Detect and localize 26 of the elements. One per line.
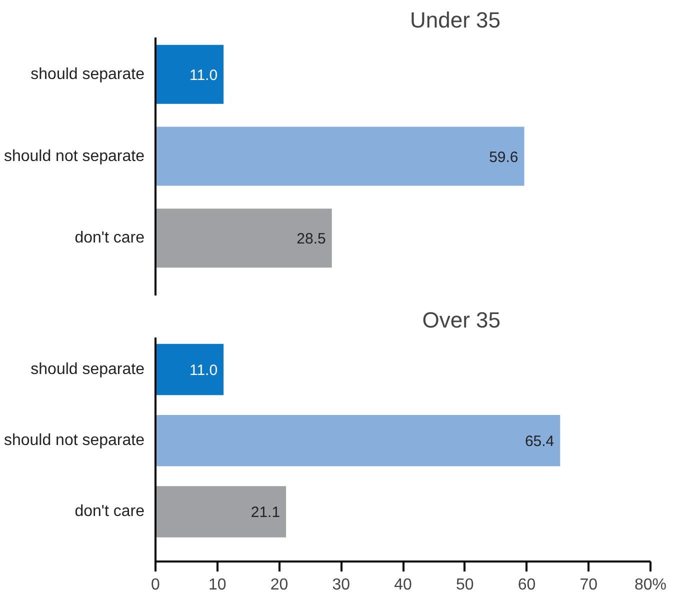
y-tick-label: should not separate bbox=[4, 432, 145, 450]
x-tick-label: 40 bbox=[394, 576, 412, 594]
x-tick-label: 70 bbox=[580, 576, 598, 594]
x-tick-label: 20 bbox=[270, 576, 288, 594]
chart-title: Over 35 bbox=[422, 308, 501, 332]
x-tick-label: 30 bbox=[332, 576, 350, 594]
x-tick-label: 60 bbox=[518, 576, 536, 594]
data-label: 21.1 bbox=[250, 504, 280, 522]
bar bbox=[156, 415, 560, 466]
data-label: 28.5 bbox=[296, 230, 326, 248]
x-tick-label: 10 bbox=[208, 576, 226, 594]
data-label: 11.0 bbox=[189, 362, 218, 379]
x-tick-label: 50 bbox=[456, 576, 474, 594]
y-tick-label: should separate bbox=[30, 361, 145, 378]
y-tick-label: should separate bbox=[30, 66, 145, 83]
x-tick-label: 80% bbox=[634, 576, 667, 594]
y-tick-label: should not separate bbox=[4, 148, 145, 165]
bar bbox=[156, 344, 224, 396]
data-label: 11.0 bbox=[189, 66, 218, 84]
bar bbox=[156, 486, 286, 538]
y-tick-label: don't care bbox=[74, 503, 145, 520]
data-label: 65.4 bbox=[524, 433, 554, 450]
y-tick-label: don't care bbox=[74, 230, 145, 247]
x-tick-label: 0 bbox=[151, 576, 160, 594]
chart-title: Under 35 bbox=[410, 8, 501, 32]
data-label: 59.6 bbox=[489, 148, 518, 166]
